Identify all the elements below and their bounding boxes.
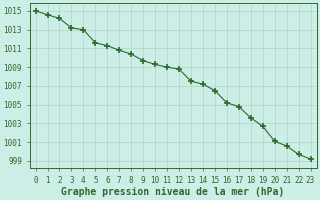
X-axis label: Graphe pression niveau de la mer (hPa): Graphe pression niveau de la mer (hPa): [61, 186, 285, 197]
